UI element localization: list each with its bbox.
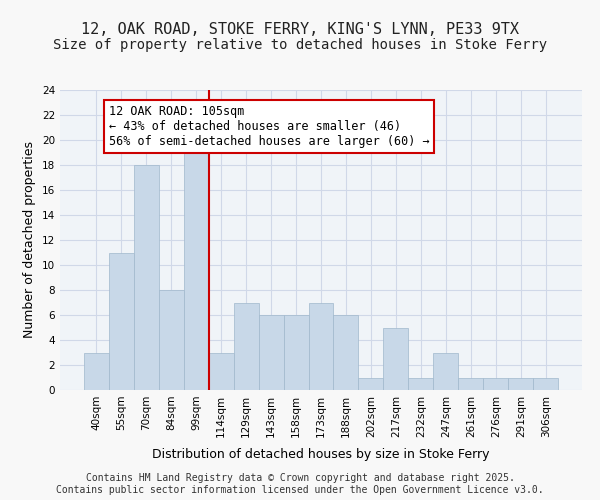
Bar xyxy=(409,378,433,390)
Bar xyxy=(358,378,383,390)
Bar xyxy=(134,165,158,390)
Bar xyxy=(184,140,209,390)
Text: 12 OAK ROAD: 105sqm
← 43% of detached houses are smaller (46)
56% of semi-detach: 12 OAK ROAD: 105sqm ← 43% of detached ho… xyxy=(109,105,430,148)
Bar xyxy=(284,315,308,390)
X-axis label: Distribution of detached houses by size in Stoke Ferry: Distribution of detached houses by size … xyxy=(152,448,490,461)
Bar xyxy=(458,378,484,390)
Bar xyxy=(334,315,358,390)
Bar xyxy=(533,378,558,390)
Bar xyxy=(109,252,134,390)
Bar xyxy=(308,302,334,390)
Bar xyxy=(233,302,259,390)
Bar xyxy=(158,290,184,390)
Bar xyxy=(433,352,458,390)
Bar xyxy=(84,352,109,390)
Bar xyxy=(259,315,284,390)
Bar xyxy=(383,328,409,390)
Bar xyxy=(508,378,533,390)
Text: Contains HM Land Registry data © Crown copyright and database right 2025.
Contai: Contains HM Land Registry data © Crown c… xyxy=(56,474,544,495)
Text: 12, OAK ROAD, STOKE FERRY, KING'S LYNN, PE33 9TX: 12, OAK ROAD, STOKE FERRY, KING'S LYNN, … xyxy=(81,22,519,38)
Bar xyxy=(484,378,508,390)
Bar xyxy=(209,352,233,390)
Y-axis label: Number of detached properties: Number of detached properties xyxy=(23,142,37,338)
Text: Size of property relative to detached houses in Stoke Ferry: Size of property relative to detached ho… xyxy=(53,38,547,52)
